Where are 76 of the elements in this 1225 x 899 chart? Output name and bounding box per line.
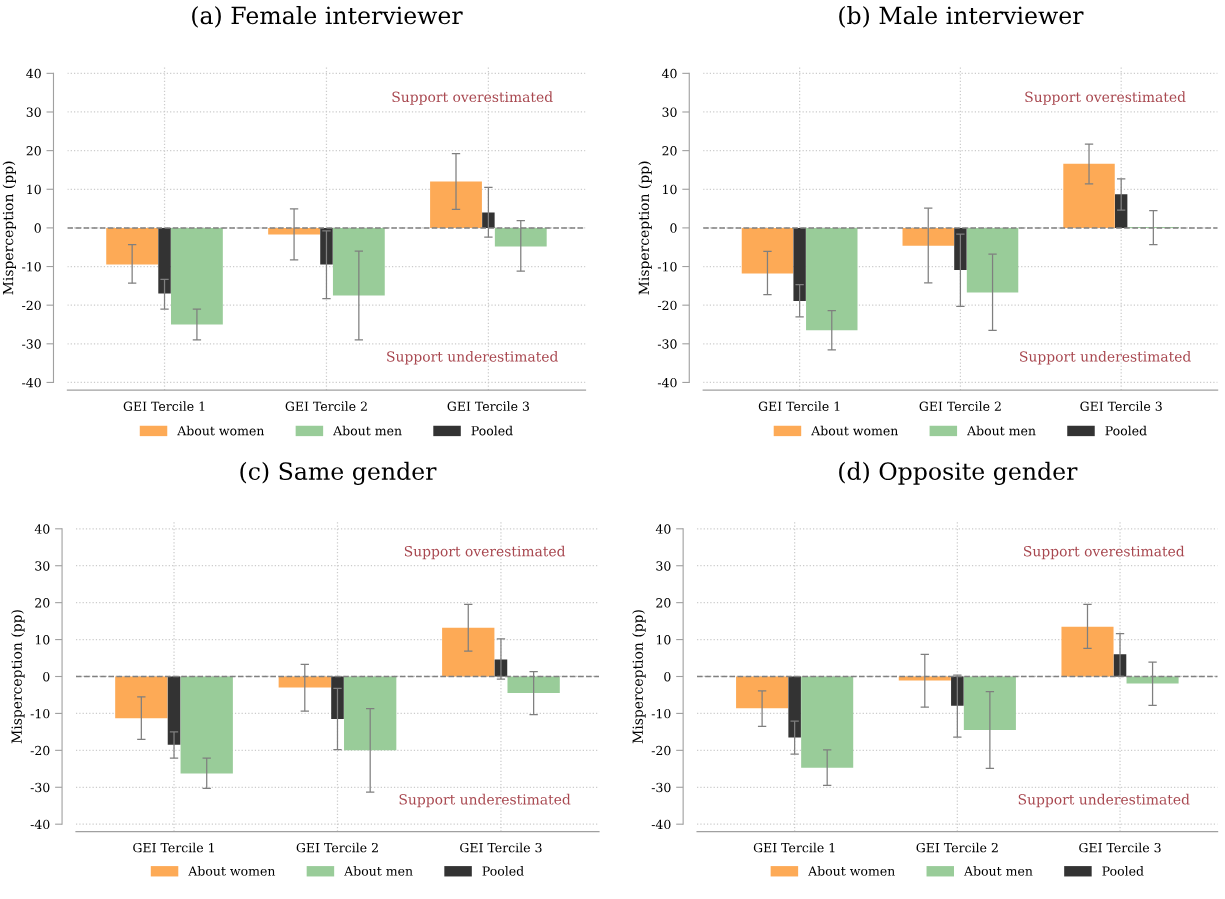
y-axis-title: Misperception (pp): [638, 161, 652, 295]
x-tick-label: GEI Tercile 3: [1079, 842, 1161, 853]
y-tick-label: 10: [27, 184, 41, 195]
y-tick-label: 20: [656, 598, 671, 608]
x-tick-label: GEI Tercile 2: [919, 401, 1001, 411]
y-tick-label: 30: [656, 561, 671, 571]
annotation: Support overestimated: [392, 91, 553, 105]
annotation: Support underestimated: [387, 350, 558, 365]
y-axis-title: Misperception (pp): [2, 161, 16, 295]
x-tick-label: GEI Tercile 1: [133, 842, 214, 853]
y-tick-label: -20: [657, 300, 677, 311]
legend-label: About women: [811, 425, 898, 436]
annotation: Support underestimated: [1018, 793, 1190, 808]
y-tick-label: -20: [30, 745, 50, 756]
x-tick-label: GEI Tercile 1: [123, 401, 205, 411]
y-tick-label: -10: [657, 262, 677, 272]
y-tick-label: 40: [661, 68, 677, 79]
x-tick-label: GEI Tercile 2: [296, 842, 378, 853]
x-tick-label: GEI Tercile 3: [447, 401, 530, 411]
y-tick-label: 40: [34, 524, 50, 534]
legend-label: About women: [808, 866, 895, 876]
y-tick-label: -30: [22, 339, 41, 349]
y-tick-label: 40: [655, 524, 671, 534]
y-tick-label: 10: [35, 635, 50, 645]
x-tick-label: GEI Tercile 1: [753, 842, 835, 853]
y-tick-label: -20: [651, 745, 671, 756]
legend-label: About men: [333, 425, 402, 436]
annotation: Support overestimated: [1024, 545, 1185, 560]
y-tick-label: -10: [30, 708, 50, 719]
legend-label: Pooled: [1102, 866, 1144, 876]
chart-title: (c) Same gender: [240, 461, 437, 485]
annotation: Support underestimated: [1020, 350, 1191, 365]
y-tick-label: -40: [657, 377, 677, 388]
legend-label: About men: [967, 425, 1036, 436]
y-tick-label: 0: [43, 671, 50, 682]
y-tick-label: -40: [651, 819, 671, 830]
legend-label: About women: [177, 425, 265, 436]
x-tick-label: GEI Tercile 2: [285, 401, 367, 411]
y-tick-label: -10: [22, 262, 41, 272]
y-tick-label: 30: [26, 107, 41, 117]
y-tick-label: 20: [26, 146, 41, 156]
y-tick-label: 0: [664, 671, 671, 682]
legend-label: About women: [188, 866, 276, 876]
x-tick-label: GEI Tercile 2: [916, 842, 998, 853]
legend-label: Pooled: [471, 425, 513, 436]
y-tick-label: 0: [670, 223, 677, 233]
annotation: Support overestimated: [404, 545, 566, 560]
y-axis-title: Misperception (pp): [632, 610, 646, 744]
legend-label: Pooled: [482, 866, 524, 876]
annotation: Support overestimated: [1025, 91, 1186, 105]
y-tick-label: -40: [30, 819, 50, 830]
y-axis-title: Misperception (pp): [11, 610, 25, 744]
x-tick-label: GEI Tercile 3: [1080, 401, 1162, 411]
y-tick-label: -30: [651, 782, 671, 793]
y-tick-label: 40: [26, 68, 41, 79]
y-tick-label: -20: [22, 300, 41, 311]
x-tick-label: GEI Tercile 1: [758, 401, 840, 411]
y-tick-label: -10: [651, 708, 671, 719]
y-tick-label: -40: [22, 377, 41, 388]
chart-title: (d) Opposite gender: [839, 461, 1078, 485]
y-tick-label: 10: [663, 184, 677, 195]
legend-label: About men: [963, 866, 1033, 876]
y-tick-label: 20: [662, 146, 677, 156]
y-tick-label: 30: [35, 561, 50, 571]
annotation: Support underestimated: [399, 793, 571, 808]
y-tick-label: 30: [662, 107, 677, 117]
legend-label: About men: [344, 866, 413, 876]
y-tick-label: 10: [656, 635, 671, 645]
chart-title: (a) Female interviewer: [192, 6, 463, 28]
y-tick-label: 20: [35, 598, 50, 608]
x-tick-label: GEI Tercile 3: [460, 842, 542, 853]
y-tick-label: 0: [34, 223, 41, 233]
y-tick-label: -30: [657, 339, 677, 349]
chart-title: (b) Male interviewer: [839, 6, 1084, 28]
y-tick-label: -30: [30, 782, 50, 793]
legend-label: Pooled: [1105, 425, 1147, 436]
